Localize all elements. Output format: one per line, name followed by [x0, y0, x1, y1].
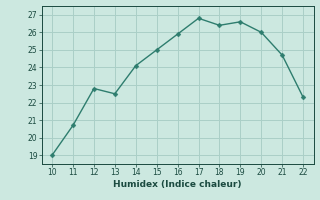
X-axis label: Humidex (Indice chaleur): Humidex (Indice chaleur) [113, 180, 242, 189]
